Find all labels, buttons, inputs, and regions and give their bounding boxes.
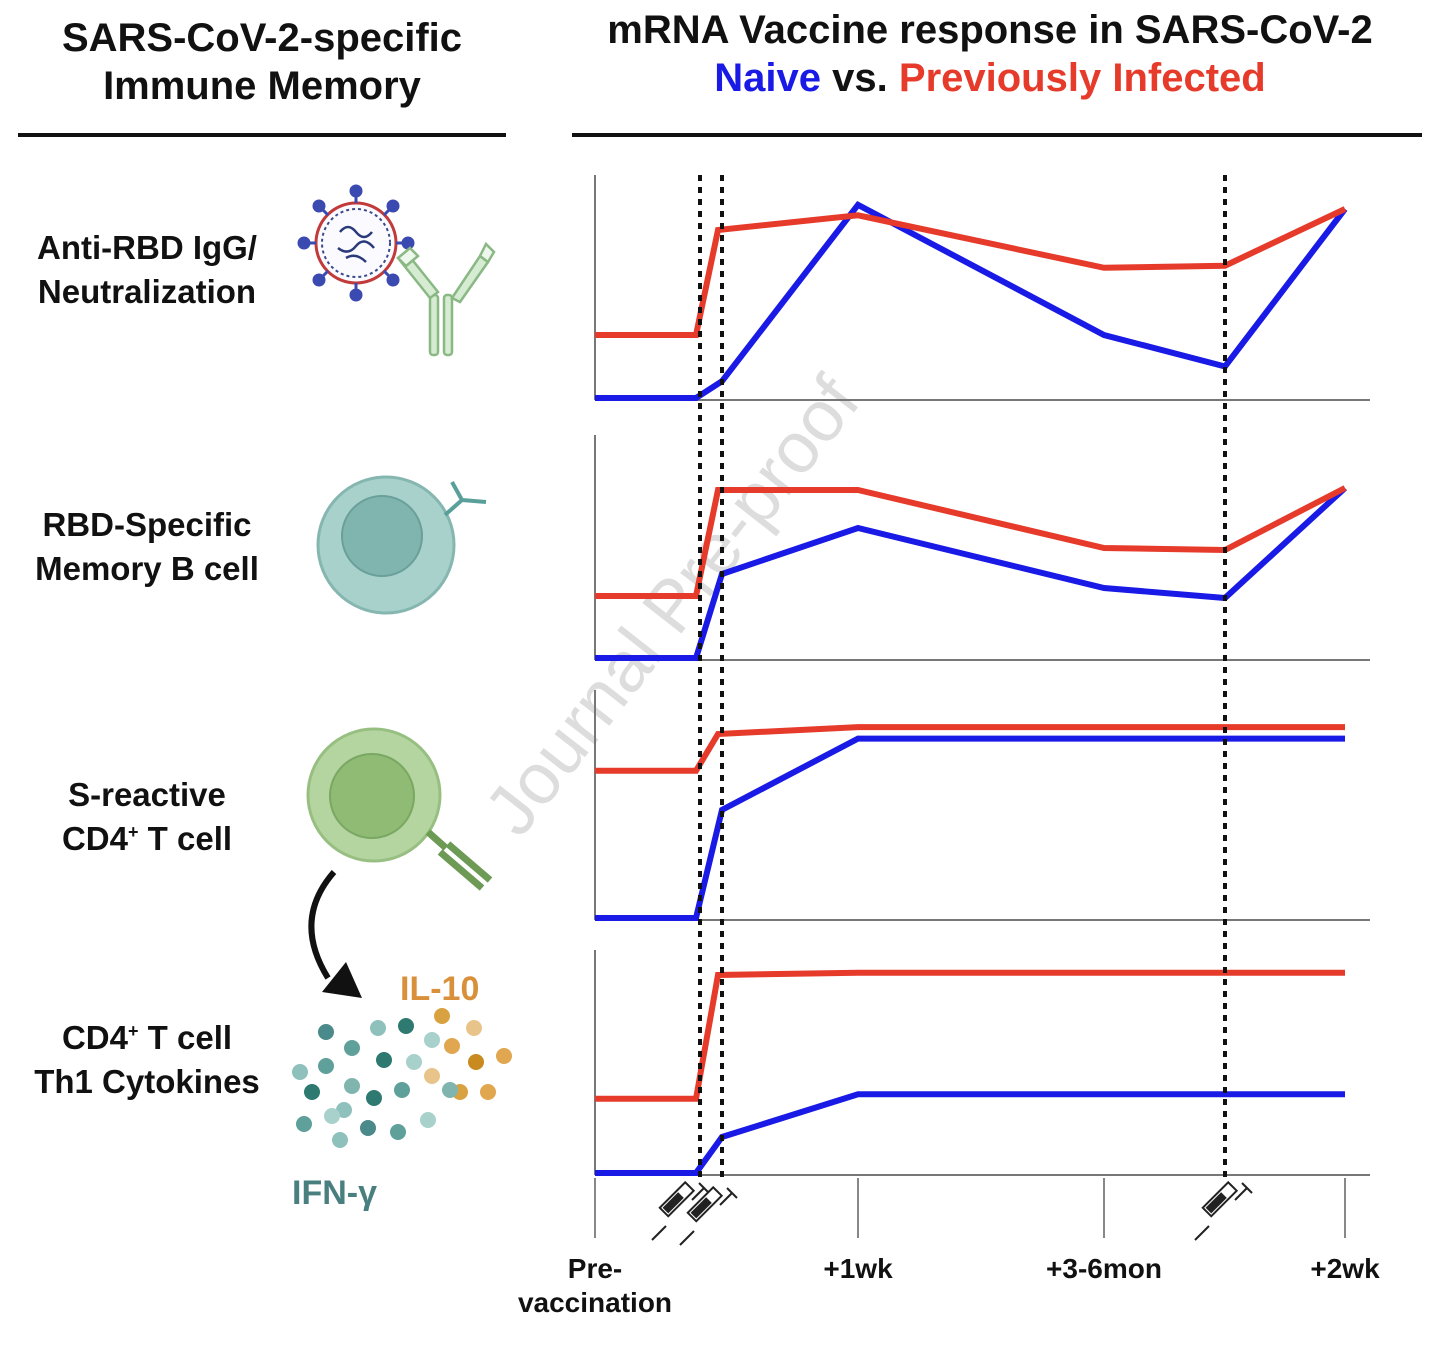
- left-header: SARS-CoV-2-specific Immune Memory: [18, 14, 506, 110]
- watermark: Journal Pre-proof: [470, 361, 876, 849]
- cd4-sup: +: [127, 821, 139, 842]
- row-label-antibody: Anti-RBD IgG/ Neutralization: [12, 226, 282, 313]
- left-header-line2: Immune Memory: [103, 64, 421, 108]
- series-previously-infected-line: [595, 724, 1345, 774]
- cytokine-dot: [370, 1020, 386, 1036]
- cytokine-dot: [366, 1090, 382, 1106]
- right-header-line1: mRNA Vaccine response in SARS-CoV-2: [607, 8, 1373, 52]
- row-label-cytokines: CD4+ T cell Th1 Cytokines: [12, 1016, 282, 1103]
- series-previously-infected-line: [595, 969, 1345, 1102]
- row-label-cd4: S-reactive CD4+ T cell: [12, 773, 282, 860]
- x-tick-label: +3-6mon: [1046, 1253, 1162, 1284]
- cytokine-dot: [324, 1108, 340, 1124]
- cytokine-dot: [336, 1102, 352, 1118]
- left-header-rule: [18, 133, 506, 137]
- cd4-text: CD4: [61, 819, 128, 857]
- panel-1: [594, 175, 1370, 401]
- cytokine-dot: [376, 1052, 392, 1068]
- right-header-line2: Naive vs. Previously Infected: [560, 54, 1420, 102]
- right-header-rule: [572, 133, 1422, 137]
- tcell-text: T cell: [138, 819, 233, 857]
- cytokine-dot: [442, 1082, 458, 1098]
- cytokine-dot: [398, 1018, 414, 1034]
- row-label-cytokines-line1: CD4+ T cell: [12, 1016, 282, 1060]
- chart-panels: [594, 175, 1370, 1180]
- ifng-label: IFN-γ: [292, 1174, 377, 1212]
- cytokine-dot: [466, 1020, 482, 1036]
- cytokine-dot: [444, 1038, 460, 1054]
- cytokine-dot: [304, 1084, 320, 1100]
- row-label-cd4-line2: CD4+ T cell: [12, 817, 282, 861]
- panel-3: [594, 690, 1370, 921]
- arrow-icon: [308, 870, 362, 998]
- x-tick-label: +1wk: [823, 1253, 893, 1284]
- cd4-sup: +: [127, 1021, 139, 1041]
- cytokine-dot: [406, 1054, 422, 1070]
- cytokine-dot: [424, 1068, 440, 1084]
- b-cell-icon: [316, 475, 487, 615]
- cytokine-dot: [296, 1116, 312, 1132]
- cytokine-dot: [390, 1124, 406, 1140]
- cytokine-dot: [360, 1120, 376, 1136]
- row-label-b-cell: RBD-Specific Memory B cell: [12, 503, 282, 590]
- cytokine-dot: [332, 1132, 348, 1148]
- row-label-antibody-line2: Neutralization: [37, 272, 257, 310]
- cytokine-dot: [344, 1078, 360, 1094]
- antibody-icon: [396, 241, 496, 357]
- series-naive-line: [595, 1091, 1345, 1176]
- row-label-antibody-line1: Anti-RBD IgG/: [37, 229, 257, 266]
- cytokine-dot: [496, 1048, 512, 1064]
- x-tick-label: +2wk: [1310, 1253, 1380, 1284]
- series-naive-line: [595, 735, 1345, 921]
- cytokine-dot: [344, 1040, 360, 1056]
- left-header-line1: SARS-CoV-2-specific: [61, 16, 463, 60]
- row-label-b-cell-line1: RBD-Specific: [42, 506, 252, 543]
- cytokine-dots-icon: [292, 1008, 512, 1148]
- legend-vs: vs.: [821, 56, 899, 100]
- cytokine-dot: [394, 1082, 410, 1098]
- cytokine-dot: [434, 1008, 450, 1024]
- legend-previously-infected: Previously Infected: [898, 56, 1266, 100]
- tcell-text: T cell: [138, 1019, 233, 1056]
- series-previously-infected-line: [595, 206, 1347, 338]
- x-axis: Pre-vaccination +1wk +3-6mon +2wk: [518, 1178, 1380, 1318]
- cytokine-dot: [424, 1032, 440, 1048]
- virus-icon: [297, 184, 415, 302]
- right-header: mRNA Vaccine response in SARS-CoV-2 Naiv…: [560, 6, 1420, 102]
- syringe-icon: [1194, 1181, 1253, 1241]
- row-label-cd4-line1: S-reactive: [68, 776, 226, 813]
- series-naive-line: [595, 200, 1348, 401]
- cytokine-dot: [318, 1058, 334, 1074]
- row-label-b-cell-line2: Memory B cell: [35, 549, 259, 587]
- row-label-cytokines-line2: Th1 Cytokines: [34, 1062, 260, 1100]
- cd4-text: CD4: [61, 1019, 128, 1056]
- il10-label: IL-10: [400, 970, 479, 1008]
- cytokine-dot: [292, 1064, 308, 1080]
- x-tick-label: Pre-vaccination: [518, 1253, 672, 1318]
- cytokine-dot: [318, 1024, 334, 1040]
- t-cell-icon: [306, 727, 493, 891]
- cytokine-dot: [420, 1112, 436, 1128]
- panel-4: [594, 950, 1370, 1176]
- cytokine-dot: [468, 1054, 484, 1070]
- cytokine-dot: [480, 1084, 496, 1100]
- legend-naive: Naive: [714, 56, 822, 100]
